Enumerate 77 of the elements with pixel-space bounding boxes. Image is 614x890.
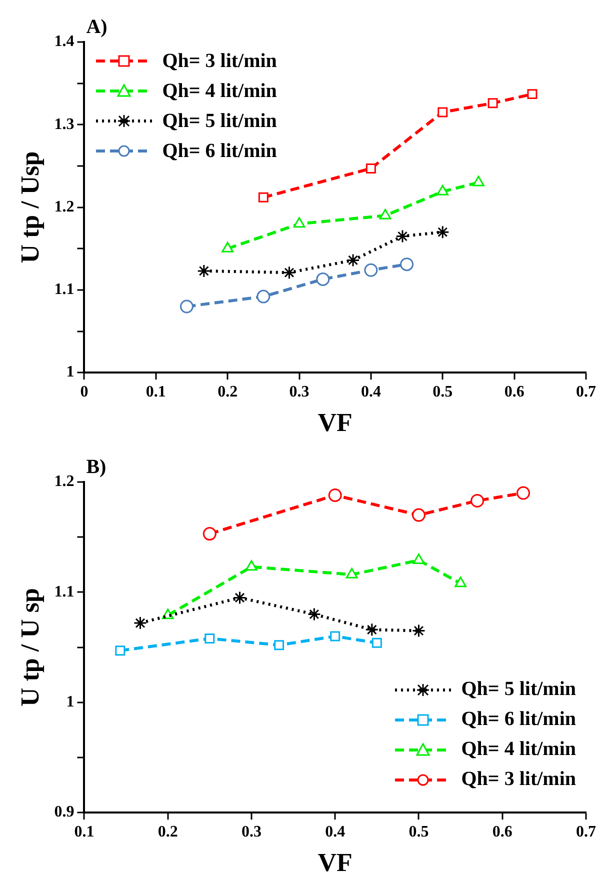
- point: [396, 229, 410, 243]
- point: [274, 640, 284, 650]
- point: [365, 622, 379, 636]
- point: [372, 638, 382, 648]
- x-tick-label: 0.4: [325, 823, 346, 840]
- legend-label: Qh= 4 lit/min: [162, 80, 277, 102]
- x-tick-label: 0.5: [408, 823, 429, 840]
- x-tick-label: 0.1: [146, 383, 166, 400]
- point: [379, 208, 392, 220]
- point: [202, 527, 216, 541]
- point: [246, 560, 258, 571]
- point: [412, 508, 426, 522]
- point: [436, 184, 449, 196]
- point: [256, 290, 270, 304]
- point: [412, 624, 426, 638]
- point: [364, 263, 378, 277]
- point: [366, 163, 376, 174]
- legend-label: Qh= 3 lit/min: [461, 768, 576, 792]
- point: [412, 553, 425, 564]
- y-tick-label: 1.4: [54, 33, 74, 50]
- point: [472, 176, 484, 186]
- legend-label: Qh= 6 lit/min: [461, 708, 576, 732]
- text: A): [86, 16, 108, 38]
- y-axis-title: U tp / U sp: [15, 588, 44, 707]
- legend-label: Qh= 4 lit/min: [461, 738, 576, 762]
- x-axis-title: VF: [318, 408, 352, 438]
- y-tick-label: 1.1: [54, 583, 74, 600]
- point: [293, 217, 306, 228]
- point: [436, 225, 450, 239]
- y-tick-label: 1: [66, 364, 74, 381]
- point: [258, 192, 268, 202]
- point: [454, 576, 466, 588]
- y-tick-label: 1.1: [54, 281, 74, 298]
- y-axis-title: U tp / Usp: [15, 151, 44, 264]
- point: [527, 89, 538, 100]
- x-tick-label: 0.1: [74, 823, 94, 840]
- x-tick-label: 0.2: [158, 823, 178, 840]
- point: [197, 264, 211, 278]
- x-tick-label: 0.3: [289, 383, 310, 400]
- legend-label: Qh= 3 lit/min: [162, 50, 277, 72]
- x-tick-label: 0.2: [218, 383, 238, 400]
- legend-label: Qh= 5 lit/min: [461, 678, 576, 702]
- point: [180, 300, 194, 314]
- x-axis-title: VF: [318, 848, 352, 878]
- point: [488, 98, 498, 108]
- x-tick-label: 0.6: [492, 823, 512, 840]
- point: [133, 616, 147, 630]
- y-tick-label: 1: [66, 694, 74, 711]
- y-tick-label: 1.3: [54, 116, 74, 133]
- x-tick-label: 0.7: [576, 383, 596, 400]
- x-tick-label: 0.5: [432, 383, 453, 400]
- legend-label: Qh= 6 lit/min: [162, 140, 277, 162]
- point: [316, 272, 330, 286]
- point: [346, 568, 358, 578]
- point: [328, 488, 342, 502]
- y-tick-label: 0.9: [54, 804, 74, 821]
- point: [438, 107, 448, 118]
- y-tick-label: 1.2: [54, 198, 74, 216]
- x-tick-label: 0.7: [576, 823, 596, 840]
- point: [282, 266, 296, 280]
- y-tick-label: 1.2: [54, 473, 74, 490]
- point: [222, 242, 234, 252]
- point: [115, 646, 126, 656]
- point: [307, 607, 321, 621]
- x-tick-label: 0.6: [504, 383, 524, 400]
- point: [346, 253, 360, 267]
- point: [233, 590, 247, 604]
- legend-label: Qh= 5 lit/min: [162, 110, 277, 132]
- text: B): [86, 456, 106, 478]
- point: [204, 633, 215, 644]
- point: [470, 494, 484, 508]
- point: [400, 258, 414, 272]
- point: [516, 486, 530, 500]
- point: [330, 631, 340, 642]
- x-tick-label: 0.4: [360, 383, 381, 400]
- x-tick-label: 0: [80, 383, 88, 400]
- x-tick-label: 0.3: [241, 823, 262, 840]
